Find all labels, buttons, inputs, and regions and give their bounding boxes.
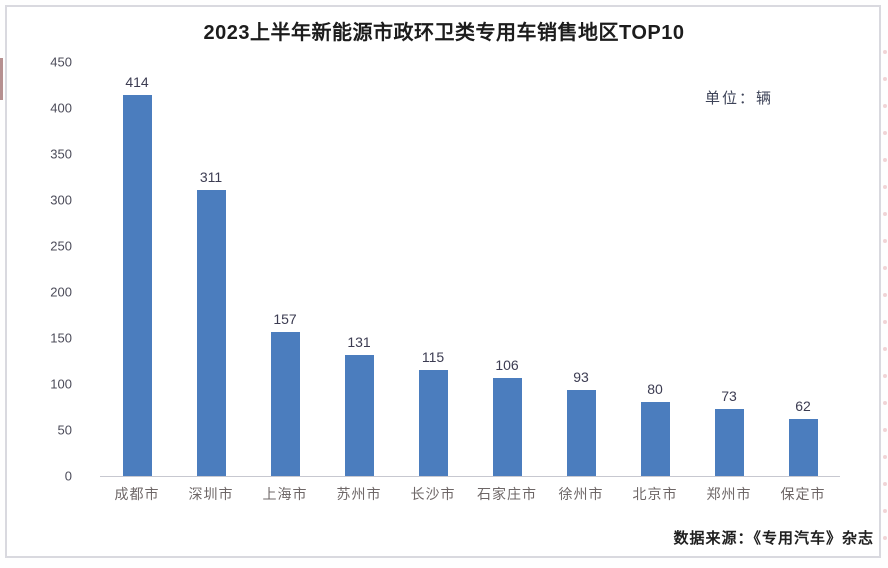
bar-column: 106 xyxy=(470,62,544,476)
bar-column: 80 xyxy=(618,62,692,476)
bar-value-label: 414 xyxy=(125,74,149,90)
y-axis-tick-label: 150 xyxy=(50,330,72,346)
x-axis-label: 上海市 xyxy=(262,486,308,502)
chart-title: 2023上半年新能源市政环卫类专用车销售地区TOP10 xyxy=(203,22,685,44)
x-axis-label: 长沙市 xyxy=(410,486,456,502)
bar-column: 311 xyxy=(174,62,248,476)
y-axis-tick-label: 350 xyxy=(50,146,72,162)
plot-area: 414 311 157 131 115 106 93 80 73 62 xyxy=(100,62,840,477)
y-axis-tick-label: 400 xyxy=(50,100,72,116)
left-edge-artifact xyxy=(0,58,3,100)
x-axis-label: 保定市 xyxy=(780,486,826,502)
bar-value-label: 93 xyxy=(573,369,589,385)
bar-value-label: 115 xyxy=(421,349,445,365)
edge-artifact-dot xyxy=(883,455,887,459)
bar xyxy=(270,332,300,476)
edge-artifact-dot xyxy=(883,536,887,540)
y-axis: 0 50 100 150 200 250 300 350 400 450 xyxy=(28,55,72,484)
edge-artifact-dot xyxy=(883,239,887,243)
bar xyxy=(640,402,670,476)
edge-artifact-dot xyxy=(883,158,887,162)
edge-artifact-dot xyxy=(883,401,887,405)
x-axis-label: 苏州市 xyxy=(336,486,382,502)
y-axis-tick-label: 250 xyxy=(50,238,72,254)
edge-artifact-dot xyxy=(883,347,887,351)
bar-column: 414 xyxy=(100,62,174,476)
edge-artifact-dot xyxy=(883,374,887,378)
bar-column: 62 xyxy=(766,62,840,476)
bar-value-label: 80 xyxy=(647,381,663,397)
edge-artifact-dot xyxy=(883,266,887,270)
bar-value-label: 106 xyxy=(495,357,519,373)
y-axis-tick-label: 200 xyxy=(50,284,72,300)
y-axis-tick-label: 450 xyxy=(50,54,72,70)
x-axis: 成都市 深圳市 上海市 苏州市 长沙市 石家庄市 徐州市 北京市 郑州市 保定市 xyxy=(100,484,840,504)
y-axis-tick-label: 300 xyxy=(50,192,72,208)
y-axis-tick-label: 100 xyxy=(50,376,72,392)
edge-artifact-dot xyxy=(883,50,887,54)
y-axis-tick-label: 50 xyxy=(57,422,72,438)
edge-artifact-dot xyxy=(883,428,887,432)
edge-artifact-dot xyxy=(883,293,887,297)
bar xyxy=(344,355,374,476)
x-axis-label: 北京市 xyxy=(632,486,678,502)
bar xyxy=(566,390,596,476)
bar-value-label: 62 xyxy=(795,398,811,414)
bar-column: 93 xyxy=(544,62,618,476)
bar xyxy=(714,409,744,476)
y-axis-tick-label: 0 xyxy=(64,468,72,484)
edge-artifact-dot xyxy=(883,131,887,135)
bar-column: 157 xyxy=(248,62,322,476)
bar-value-label: 73 xyxy=(721,388,737,404)
bar-value-label: 311 xyxy=(199,169,223,185)
bar xyxy=(492,378,522,476)
x-axis-label: 成都市 xyxy=(114,486,160,502)
edge-artifact-dot xyxy=(883,77,887,81)
bar xyxy=(122,95,152,476)
edge-artifact-dot xyxy=(883,212,887,216)
data-source-note: 数据来源：《专用汽车》杂志 xyxy=(673,530,874,547)
bar-column: 131 xyxy=(322,62,396,476)
bar-value-label: 157 xyxy=(273,311,297,327)
edge-artifact-dot xyxy=(883,185,887,189)
edge-artifact-dot xyxy=(883,320,887,324)
edge-artifact-dot xyxy=(883,482,887,486)
x-axis-label: 石家庄市 xyxy=(477,486,537,502)
unit-label: 单位：辆 xyxy=(705,90,774,107)
bar xyxy=(788,419,818,476)
x-axis-label: 郑州市 xyxy=(706,486,752,502)
bar xyxy=(196,190,226,476)
bar-column: 73 xyxy=(692,62,766,476)
edge-artifact-dot xyxy=(883,104,887,108)
bar-column: 115 xyxy=(396,62,470,476)
edge-artifact-dot xyxy=(883,509,887,513)
x-axis-label: 深圳市 xyxy=(188,486,234,502)
x-axis-label: 徐州市 xyxy=(558,486,604,502)
bar xyxy=(418,370,448,476)
bar-value-label: 131 xyxy=(347,334,371,350)
